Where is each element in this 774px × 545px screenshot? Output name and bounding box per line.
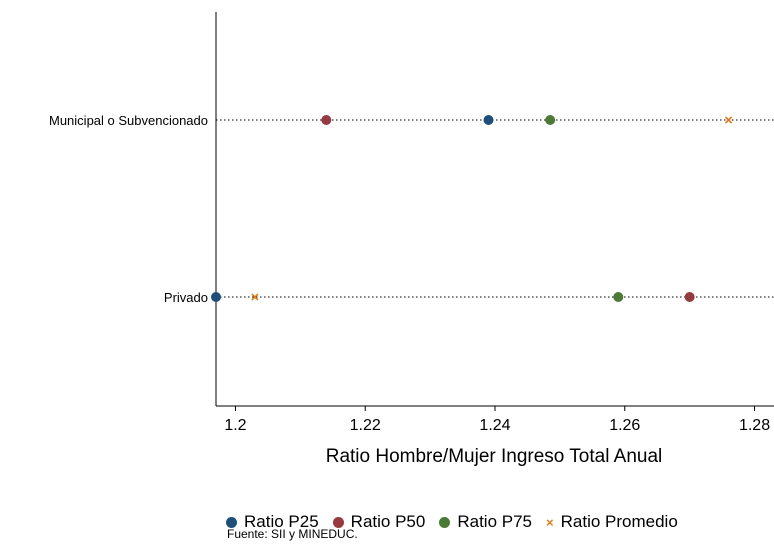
circle-marker-icon bbox=[226, 516, 237, 528]
legend-item: × Ratio Promedio bbox=[546, 512, 678, 532]
point-ratio-p25 bbox=[483, 115, 494, 125]
x-axis-ticks: 1.2 1.22 1.24 1.26 1.28 bbox=[224, 406, 770, 434]
legend-label: Ratio P50 bbox=[350, 512, 426, 531]
legend-item: Ratio P50 bbox=[332, 512, 426, 532]
point-ratio-promedio bbox=[725, 116, 733, 124]
point-ratio-p75 bbox=[613, 292, 624, 302]
x-axis-title: Ratio Hombre/Mujer Ingreso Total Anual bbox=[326, 446, 663, 467]
category-labels: Municipal o Subvencionado Privado bbox=[49, 113, 208, 305]
x-tick-label: 1.28 bbox=[739, 417, 770, 434]
x-tick-label: 1.26 bbox=[609, 417, 640, 434]
x-tick-label: 1.2 bbox=[224, 417, 246, 434]
chart-canvas: 1.2 1.22 1.24 1.26 1.28 Municipal o Subvenci… bbox=[49, 12, 774, 467]
x-tick-label: 1.24 bbox=[479, 417, 510, 434]
circle-marker-icon bbox=[439, 516, 451, 528]
legend-item: Ratio P25 bbox=[226, 512, 319, 532]
point-ratio-p50 bbox=[321, 115, 332, 125]
legend-label: Ratio P25 bbox=[244, 512, 319, 531]
point-ratio-p75 bbox=[545, 115, 556, 125]
cross-marker-icon: × bbox=[546, 514, 554, 530]
legend-item: Ratio P75 bbox=[439, 512, 532, 532]
point-ratio-p25 bbox=[211, 292, 221, 302]
category-guides bbox=[216, 119, 774, 298]
category-label: Municipal o Subvencionado bbox=[49, 113, 208, 128]
point-ratio-promedio bbox=[251, 293, 259, 301]
legend-label: Ratio Promedio bbox=[560, 512, 678, 531]
point-ratio-p50 bbox=[684, 292, 695, 302]
category-label: Privado bbox=[164, 290, 208, 305]
legend: Ratio P25 Ratio P50 Ratio P75 × Ratio Promed… bbox=[226, 512, 692, 532]
x-tick-label: 1.22 bbox=[350, 417, 381, 434]
source-note: Fuente: SII y MINEDUC. bbox=[227, 527, 358, 541]
circle-marker-icon bbox=[332, 516, 344, 528]
data-points bbox=[211, 115, 733, 302]
legend-label: Ratio P75 bbox=[457, 512, 533, 531]
